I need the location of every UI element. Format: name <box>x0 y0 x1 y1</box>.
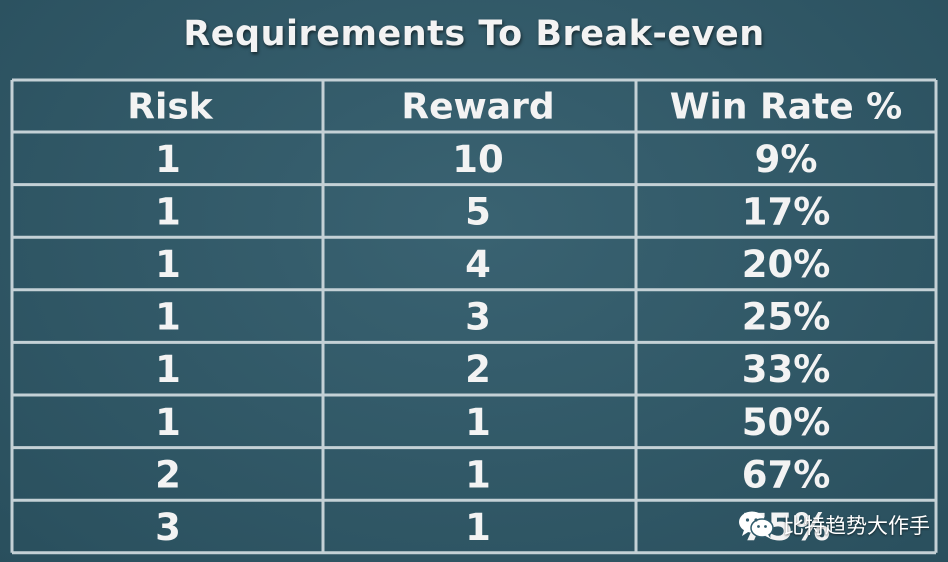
table-cell: 5 <box>465 190 491 233</box>
table-cell: 3 <box>465 296 491 339</box>
table-cell: 1 <box>155 138 181 181</box>
table-cell: 1 <box>155 348 181 391</box>
column-header: Win Rate % <box>670 87 902 128</box>
table-cell: 1 <box>155 401 181 444</box>
table-cell: 17% <box>742 190 831 233</box>
table-cell: 1 <box>155 243 181 286</box>
watermark-text: 比特趋势大作手 <box>783 514 930 538</box>
table-cell: 20% <box>742 243 831 286</box>
table-cell: 1 <box>465 506 491 549</box>
watermark: 比特趋势大作手 <box>737 510 930 540</box>
table-cell: 33% <box>742 348 831 391</box>
table-cell: 2 <box>155 453 181 496</box>
table-cell: 2 <box>465 348 491 391</box>
table-cell: 1 <box>465 401 491 444</box>
table-title: Requirements To Break-even <box>183 14 765 54</box>
column-header: Reward <box>401 87 554 128</box>
table-cell: 1 <box>465 453 491 496</box>
table-cell: 25% <box>742 296 831 339</box>
table-cell: 3 <box>155 506 181 549</box>
column-header: Risk <box>127 87 213 128</box>
table-cell: 50% <box>742 401 831 444</box>
table-cell: 1 <box>155 296 181 339</box>
table-cell: 1 <box>155 190 181 233</box>
table-cell: 10 <box>452 138 504 181</box>
wechat-icon <box>739 511 774 539</box>
table-cell: 4 <box>465 243 491 286</box>
table-cell: 67% <box>742 453 831 496</box>
table-cell: 9% <box>755 138 818 181</box>
